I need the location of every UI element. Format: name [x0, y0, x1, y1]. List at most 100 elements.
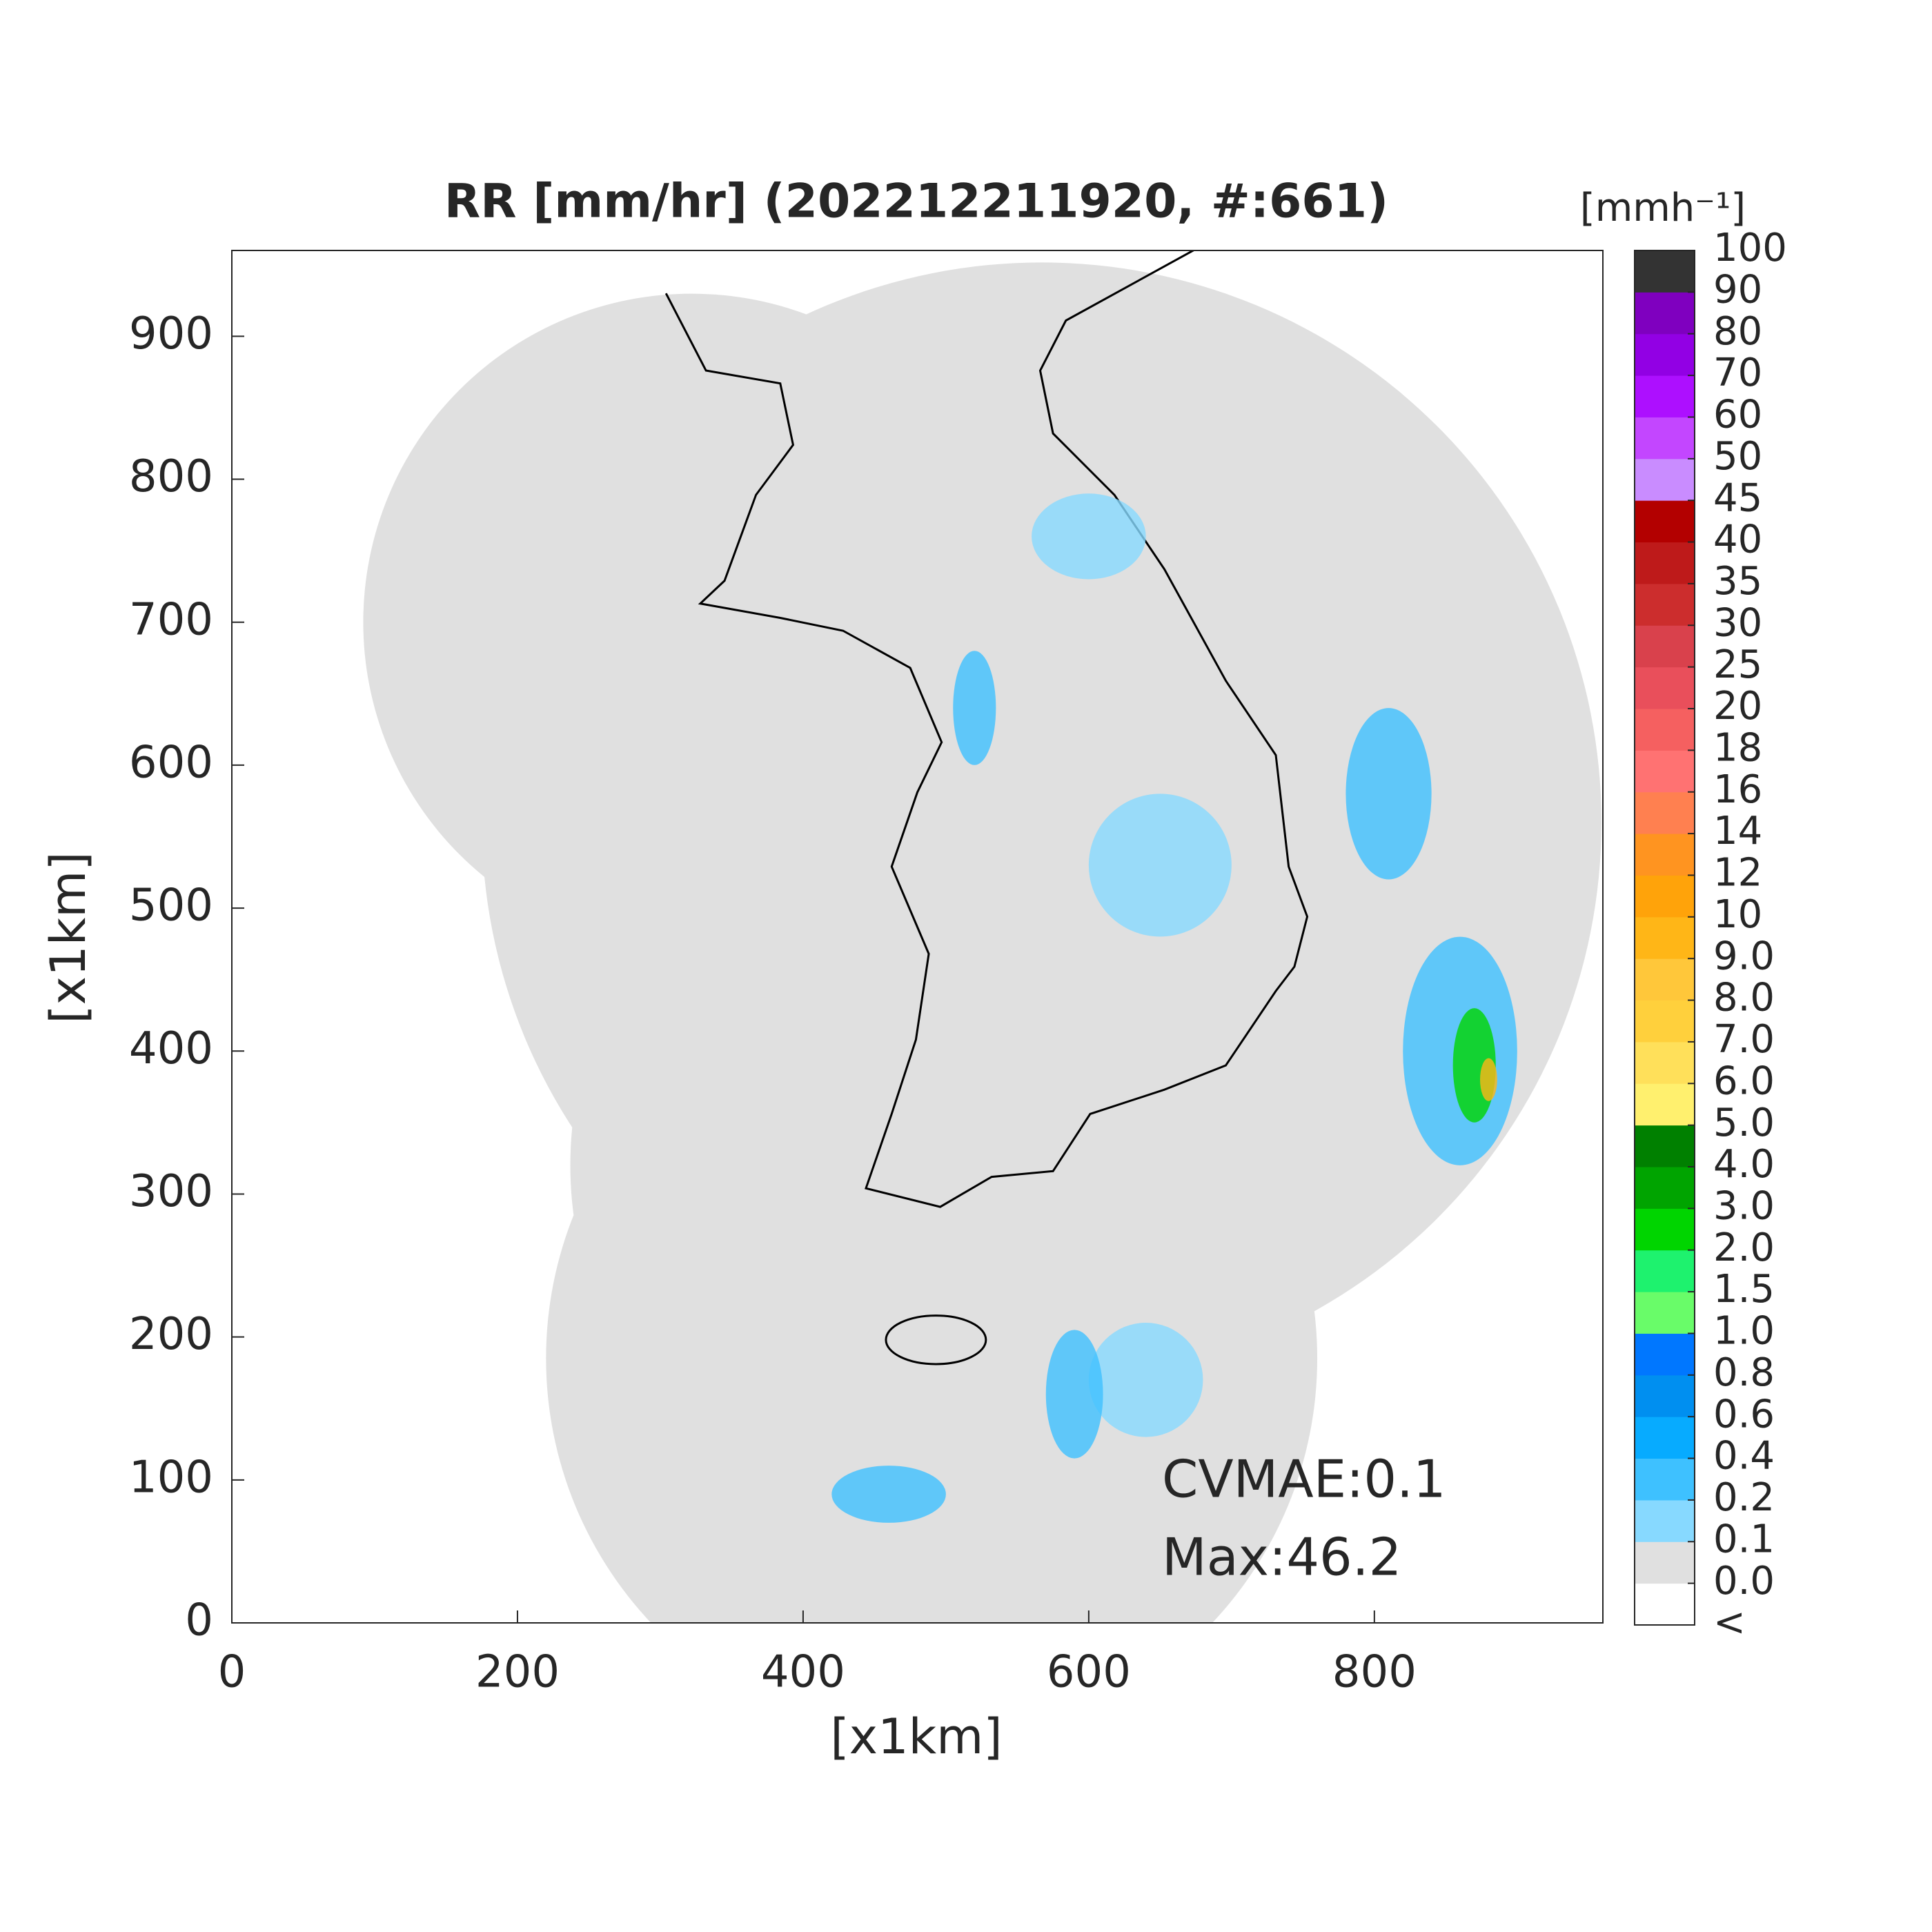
colorbar-tick-label: 10 — [1713, 892, 1762, 937]
colorbar-tick-label: 45 — [1713, 475, 1762, 520]
colorbar-bin — [1635, 667, 1695, 709]
colorbar-tick-label: 14 — [1713, 809, 1762, 854]
colorbar-bin — [1635, 625, 1695, 668]
y-tick-label: 700 — [129, 594, 213, 645]
colorbar-tick-label: 0.2 — [1713, 1475, 1775, 1520]
echo — [1346, 708, 1432, 880]
colorbar-tick-label: 40 — [1713, 518, 1762, 562]
colorbar-bin — [1635, 750, 1695, 793]
colorbar-tick-label: 1.0 — [1713, 1309, 1775, 1354]
x-tick-label: 200 — [475, 1647, 560, 1698]
colorbar-bin — [1635, 958, 1695, 1001]
x-tick-label: 600 — [1047, 1647, 1131, 1698]
coastline — [664, 250, 1309, 1208]
colorbar-bin — [1635, 834, 1695, 876]
colorbar-bin — [1635, 791, 1695, 834]
echo — [953, 651, 996, 765]
colorbar-tick-label: 3.0 — [1713, 1184, 1775, 1229]
colorbar-frame — [1634, 250, 1695, 1626]
colorbar-under — [1635, 1583, 1695, 1625]
colorbar-bin — [1635, 375, 1695, 417]
colorbar-tick-label: 20 — [1713, 684, 1762, 729]
colorbar-bin — [1635, 1000, 1695, 1043]
y-tick-label: 500 — [129, 880, 213, 931]
colorbar-tick-label: 16 — [1713, 767, 1762, 812]
colorbar-tick-label: 0.4 — [1713, 1434, 1775, 1479]
colorbar-bin — [1635, 292, 1695, 335]
colorbar-tick-label: 60 — [1713, 393, 1762, 437]
echo — [1045, 1330, 1103, 1459]
coverage-circle — [546, 973, 1317, 1623]
colorbar-bin — [1635, 583, 1695, 626]
colorbar-tick-label: 12 — [1713, 851, 1762, 896]
colorbar-bin — [1635, 1417, 1695, 1459]
colorbar-tick-label: 30 — [1713, 600, 1762, 645]
colorbar-tick-label: 100 — [1713, 226, 1787, 270]
colorbar-bin — [1635, 1167, 1695, 1209]
colorbar-bin — [1635, 1083, 1695, 1126]
colorbar-bin — [1635, 1499, 1695, 1542]
y-tick-label: 600 — [129, 737, 213, 788]
colorbar-tick-label: 6.0 — [1713, 1058, 1775, 1103]
colorbar-tick-label: 80 — [1713, 309, 1762, 354]
colorbar-tick-label: 25 — [1713, 642, 1762, 687]
x-tick-label: 0 — [218, 1647, 246, 1698]
radar-coverage — [363, 262, 1601, 1623]
chart-title: RR [mm/hr] (202212211920, #:661) — [444, 175, 1388, 229]
colorbar-bin — [1635, 1292, 1695, 1334]
y-tick-label: 0 — [185, 1595, 213, 1646]
colorbar-tick-label: 7.0 — [1713, 1017, 1775, 1062]
echo — [1479, 1058, 1497, 1101]
colorbar-label: [mmh⁻¹] — [1580, 186, 1746, 230]
annotation: Max:46.2 — [1162, 1527, 1401, 1588]
colorbar-bin — [1635, 500, 1695, 543]
y-axis-label: [x1km] — [40, 851, 97, 1023]
colorbar-bin — [1635, 1374, 1695, 1417]
colorbar-tick-label: 0.8 — [1713, 1350, 1775, 1395]
colorbar-bin — [1635, 250, 1695, 293]
colorbar-tick-label: 2.0 — [1713, 1225, 1775, 1270]
colorbar-bin — [1635, 916, 1695, 959]
map-layer — [664, 250, 1517, 1523]
y-tick-label: 400 — [129, 1023, 213, 1074]
echo — [1032, 493, 1146, 580]
colorbar-tick-label: 4.0 — [1713, 1142, 1775, 1187]
island — [885, 1314, 987, 1366]
y-tick-label: 300 — [129, 1166, 213, 1217]
colorbar-under-label: < — [1713, 1600, 1746, 1645]
colorbar-bin — [1635, 458, 1695, 501]
colorbar-bin — [1635, 1041, 1695, 1084]
colorbar-bin — [1635, 417, 1695, 460]
echo — [831, 1466, 946, 1523]
colorbar-bin — [1635, 1458, 1695, 1501]
colorbar-bin — [1635, 333, 1695, 376]
colorbar-bin — [1635, 1541, 1695, 1584]
x-tick-label: 800 — [1332, 1647, 1417, 1698]
colorbar-tick-label: 5.0 — [1713, 1101, 1775, 1145]
colorbar-tick-label: 0.1 — [1713, 1517, 1775, 1561]
x-axis-label: [x1km] — [830, 1708, 1002, 1765]
colorbar-bin — [1635, 875, 1695, 918]
echo — [1088, 1322, 1203, 1437]
colorbar-tick-label: 18 — [1713, 726, 1762, 771]
colorbar-tick-label: 1.5 — [1713, 1267, 1775, 1312]
y-tick-label: 800 — [129, 451, 213, 502]
colorbar-tick-label: 0.0 — [1713, 1559, 1775, 1604]
colorbar-bin — [1635, 1250, 1695, 1292]
colorbar-bin — [1635, 542, 1695, 584]
y-tick-label: 200 — [129, 1309, 213, 1360]
colorbar-tick-label: 8.0 — [1713, 976, 1775, 1021]
echo — [1088, 793, 1232, 937]
colorbar-tick-label: 0.6 — [1713, 1392, 1775, 1437]
colorbar-bin — [1635, 1208, 1695, 1251]
plot-frame — [231, 250, 1604, 1624]
x-tick-label: 400 — [761, 1647, 845, 1698]
colorbar-bin — [1635, 1333, 1695, 1376]
colorbar-bin — [1635, 709, 1695, 751]
colorbar-bin — [1635, 1125, 1695, 1167]
colorbar-tick-label: 9.0 — [1713, 934, 1775, 978]
y-tick-label: 900 — [129, 308, 213, 359]
colorbar-tick-label: 35 — [1713, 559, 1762, 604]
colorbar-tick-label: 50 — [1713, 434, 1762, 479]
